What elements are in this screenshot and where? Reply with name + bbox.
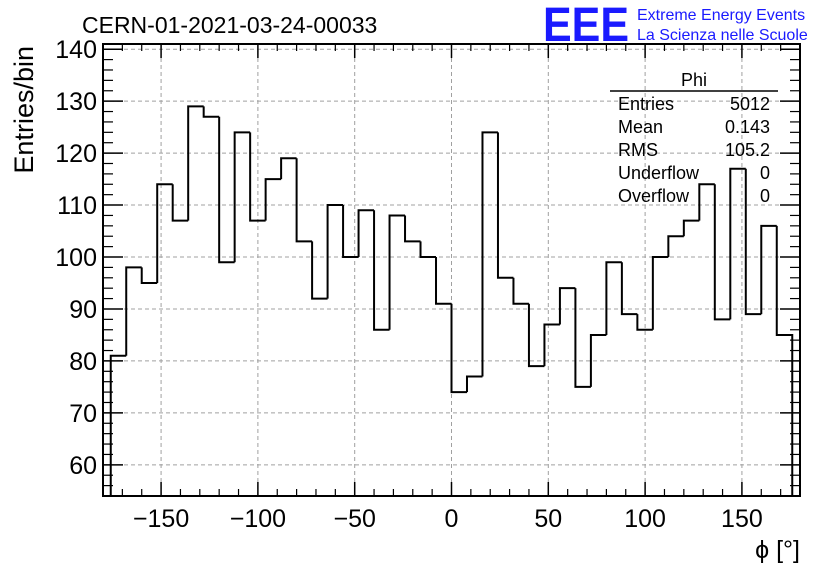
- histogram-bin: [713, 184, 731, 321]
- x-axis-ticks: −150 −100 −50 0 50 100 150: [121, 44, 782, 533]
- y-tick-label: 70: [69, 400, 97, 428]
- logo: EEE Extreme Energy Events La Scienza nel…: [543, 0, 808, 52]
- x-tick-label: 150: [721, 505, 763, 533]
- histogram-bin: [496, 132, 514, 279]
- stats-label: Mean: [618, 117, 663, 137]
- histogram-bin: [187, 105, 204, 221]
- grid-lines: [103, 44, 800, 496]
- histogram-bin: [171, 184, 189, 222]
- histogram-bin: [682, 219, 700, 237]
- logo-line-2: La Scienza nelle Scuole: [637, 27, 808, 44]
- histogram-bin: [744, 168, 762, 316]
- histogram-bin: [218, 116, 235, 264]
- y-axis-ticks: 60 70 80 90 100 110 120 130 140: [55, 36, 800, 487]
- stats-label: Overflow: [618, 186, 690, 206]
- stats-rows: Entries 5012 Mean 0.143 RMS 105.2 Underflow 0 Ov…: [618, 94, 770, 206]
- histogram-bin: [558, 287, 576, 325]
- histogram-bin: [249, 132, 266, 222]
- histogram-bin: [264, 178, 282, 221]
- histogram-bin: [373, 210, 390, 331]
- stats-value: 0.143: [725, 117, 770, 137]
- histogram-bin: [311, 241, 328, 300]
- histogram-bin: [465, 375, 483, 393]
- x-tick-label: −150: [133, 505, 189, 533]
- histogram-bin: [527, 303, 545, 368]
- stats-label: Underflow: [618, 163, 700, 183]
- x-tick-label: 0: [445, 505, 459, 533]
- y-tick-label: 110: [57, 192, 97, 220]
- histogram-bin: [435, 257, 452, 305]
- histogram-bin: [698, 183, 715, 221]
- logo-line-1: Extreme Energy Events: [637, 7, 805, 24]
- histogram-bin: [667, 235, 684, 258]
- histogram-bin: [280, 157, 297, 180]
- histogram-bin: [651, 256, 669, 330]
- stats-value: 0: [760, 163, 770, 183]
- histogram-bin: [620, 262, 638, 316]
- histogram-bin: [760, 224, 777, 315]
- stats-label: Entries: [618, 94, 674, 114]
- x-tick-label: 100: [624, 505, 666, 533]
- stats-box: Phi Entries 5012 Mean 0.143 RMS 105.2 Underflo…: [610, 70, 778, 206]
- histogram-bin: [450, 303, 467, 394]
- histogram-bin: [125, 266, 142, 356]
- stats-value: 0: [760, 186, 770, 206]
- chart-title: CERN-01-2021-03-24-00033: [82, 12, 377, 38]
- logo-mark: EEE: [543, 0, 629, 52]
- histogram-bin: [729, 167, 746, 320]
- histogram-bin: [574, 288, 591, 388]
- histogram-bin: [589, 333, 607, 387]
- histogram-bin: [140, 267, 158, 284]
- y-tick-label: 60: [69, 452, 97, 480]
- histogram-series: [109, 105, 794, 496]
- stats-title: Phi: [681, 70, 707, 90]
- histogram-bin: [636, 314, 653, 331]
- histogram-bin: [543, 323, 560, 367]
- histogram-bin: [419, 241, 437, 259]
- histogram-bin: [233, 131, 251, 263]
- x-tick-label: 50: [534, 505, 562, 533]
- y-tick-label: 90: [69, 296, 97, 324]
- histogram-bin: [775, 225, 794, 496]
- x-tick-label: −50: [333, 505, 375, 533]
- histogram-bin: [605, 261, 622, 335]
- histogram-bin: [512, 277, 529, 305]
- histogram-bin: [342, 205, 359, 259]
- y-tick-label: 100: [55, 244, 97, 272]
- y-tick-label: 130: [55, 88, 97, 116]
- histogram-bin: [295, 158, 313, 243]
- stats-value: 105.2: [725, 140, 770, 160]
- x-axis-label: ϕ [°]: [755, 536, 800, 564]
- histogram-bin: [481, 131, 498, 377]
- histogram-bin: [357, 209, 375, 258]
- histogram-bin: [156, 183, 173, 283]
- y-tick-label: 120: [55, 140, 97, 168]
- histogram-bin: [202, 106, 220, 118]
- histogram-bin: [326, 204, 344, 299]
- histogram-bin: [404, 215, 421, 243]
- histogram-bin: [109, 354, 127, 496]
- stats-label: RMS: [618, 140, 658, 160]
- y-axis-label: Entries/bin: [9, 46, 39, 174]
- y-tick-label: 140: [55, 36, 97, 64]
- histogram-bin: [388, 214, 406, 330]
- y-tick-label: 80: [69, 348, 97, 376]
- stats-value: 5012: [730, 94, 770, 114]
- x-tick-label: −100: [230, 505, 286, 533]
